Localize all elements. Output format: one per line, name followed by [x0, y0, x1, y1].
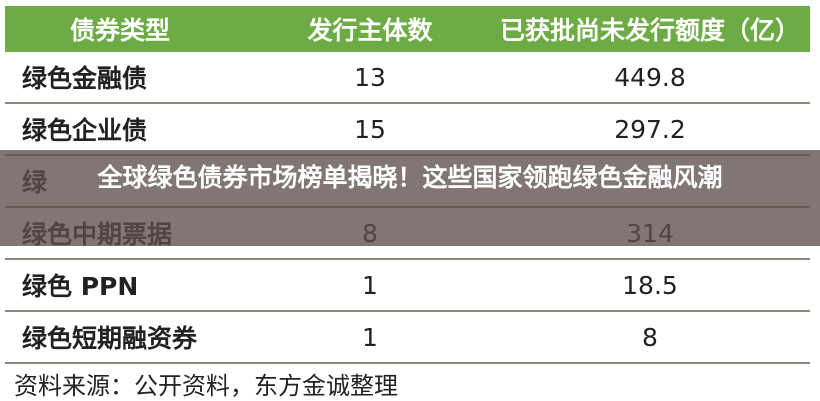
overlay-title[interactable]: 全球绿色债券市场榜单揭晓！这些国家领跑绿色金融风潮	[97, 163, 723, 192]
cell-quota: 8	[642, 322, 658, 352]
cell-quota: 449.8	[614, 62, 686, 92]
header-bond-type: 债券类型	[70, 16, 171, 45]
table-row: 绿色 PPN 1 18.5	[5, 260, 810, 312]
cell-quota: 18.5	[622, 270, 678, 300]
cell-type: 绿色 PPN	[22, 272, 139, 301]
source-note: 资料来源：公开资料，东方金诚整理	[14, 372, 398, 400]
cell-quota: 297.2	[614, 114, 686, 144]
table-row: 绿色企业债 15 297.2	[5, 104, 810, 156]
cell-issuers: 15	[354, 114, 386, 144]
cell-issuers: 1	[362, 322, 378, 352]
cell-issuers: 1	[362, 270, 378, 300]
bond-table: 债券类型 发行主体数 已获批尚未发行额度（亿） 绿色金融债 13 449.8 绿…	[5, 6, 810, 364]
table-row: 绿色短期融资券 1 8	[5, 312, 810, 364]
cell-issuers: 13	[354, 62, 386, 92]
table-row: 绿色金融债 13 449.8	[5, 52, 810, 104]
title-overlay-band	[0, 150, 820, 246]
table-header: 债券类型 发行主体数 已获批尚未发行额度（亿）	[5, 6, 810, 52]
cell-type: 绿色金融债	[22, 64, 148, 93]
header-issuers: 发行主体数	[307, 16, 433, 45]
header-quota: 已获批尚未发行额度（亿）	[499, 16, 800, 45]
cell-type: 绿色企业债	[22, 116, 148, 145]
cell-type: 绿色短期融资券	[22, 324, 198, 353]
